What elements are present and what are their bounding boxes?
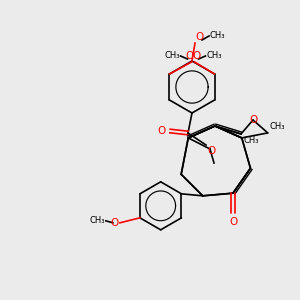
- Text: CH₃: CH₃: [270, 122, 285, 131]
- Text: O: O: [193, 51, 201, 61]
- Text: CH₃: CH₃: [164, 52, 179, 61]
- Text: O: O: [158, 126, 166, 136]
- Text: O: O: [250, 115, 258, 125]
- Text: CH₃: CH₃: [243, 136, 259, 145]
- Text: CH₃: CH₃: [210, 32, 226, 40]
- Text: CH₃: CH₃: [206, 52, 222, 61]
- Text: O: O: [207, 146, 215, 156]
- Text: CH₃: CH₃: [89, 216, 105, 225]
- Text: O: O: [111, 218, 119, 228]
- Text: O: O: [195, 32, 203, 42]
- Text: O: O: [185, 51, 194, 61]
- Text: O: O: [229, 217, 237, 227]
